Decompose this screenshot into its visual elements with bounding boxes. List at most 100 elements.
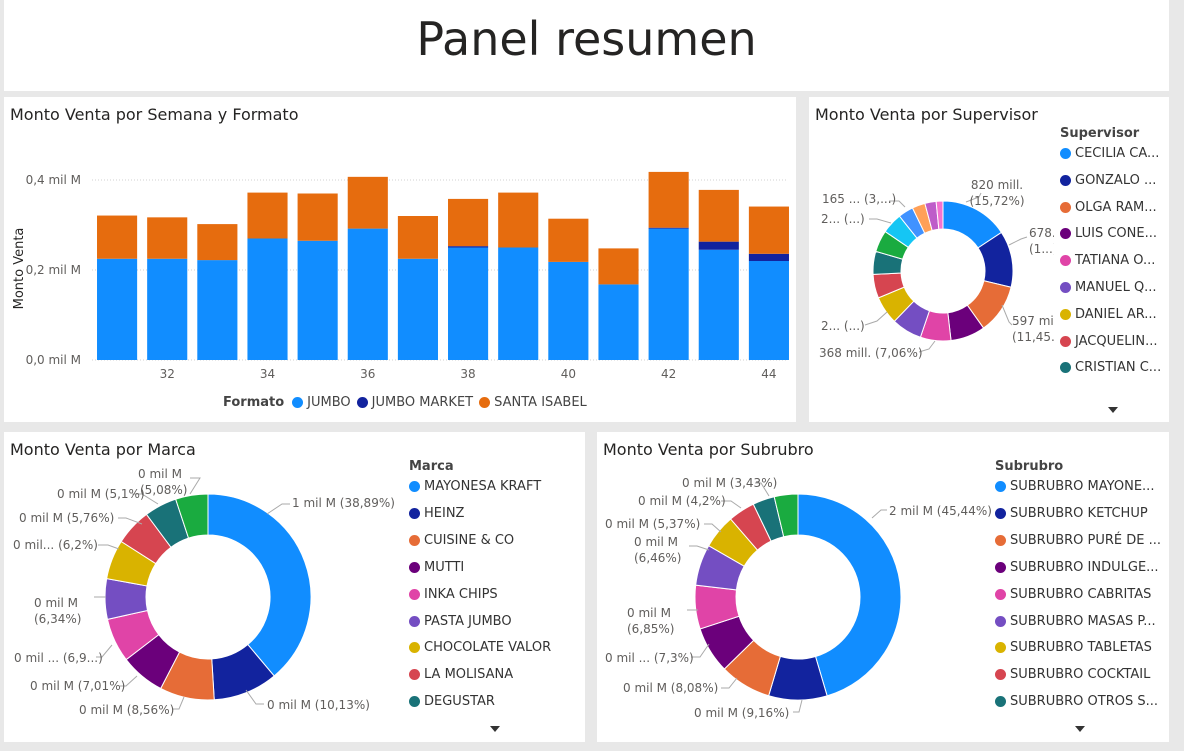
supervisor-legend-item[interactable]: MANUEL Q... — [1060, 280, 1157, 295]
bar-segment[interactable] — [147, 258, 188, 360]
bar-segment[interactable] — [397, 258, 438, 360]
marca-legend-item[interactable]: DEGUSTAR — [409, 694, 495, 709]
marca-slice[interactable] — [175, 493, 209, 539]
subrubro-chart-card[interactable]: Monto Venta por Subrubro 2 mil M (45,44%… — [597, 432, 1169, 742]
subrubro-donut-chart[interactable]: 2 mil M (45,44%) 0 mil M (9,16%) 0 mil M (… — [597, 432, 992, 742]
bar-segment[interactable] — [197, 224, 238, 261]
marca-legend-item[interactable]: MAYONESA KRAFT — [409, 479, 541, 494]
supervisor-legend-label: JACQUELIN... — [1075, 333, 1158, 349]
bar-chart-card[interactable]: Monto Venta por Semana y Formato 0,0 mil… — [4, 97, 796, 422]
marca-slice[interactable] — [207, 493, 312, 677]
subrubro-slice[interactable] — [773, 493, 799, 538]
supervisor-donut-chart[interactable]: 820 mill. (15,72%) 678... (1...) 597 mill. (1… — [809, 97, 1054, 422]
bar-segment[interactable] — [748, 206, 789, 254]
supervisor-legend-title: Supervisor — [1060, 126, 1140, 141]
supervisor-legend-more-icon[interactable] — [1108, 407, 1118, 413]
marca-legend-item[interactable]: INKA CHIPS — [409, 587, 498, 602]
bar-segment[interactable] — [748, 261, 789, 360]
subrubro-legend-item[interactable]: SUBRUBRO MASAS P... — [995, 614, 1156, 629]
subrubro-legend-item[interactable]: SUBRUBRO INDULGE... — [995, 560, 1159, 575]
legend-dot-icon — [409, 561, 420, 573]
marca-data-label: 1 mil M (38,89%) — [292, 496, 395, 510]
marca-donut-chart[interactable]: 1 mil M (38,89%) 0 mil M (10,13%) 0 mil M … — [4, 432, 404, 742]
subrubro-legend-item[interactable]: SUBRUBRO PURÉ DE ... — [995, 533, 1161, 548]
supervisor-legend-item[interactable]: CECILIA CA... — [1060, 146, 1159, 161]
marca-legend-item[interactable]: PASTA JUMBO — [409, 614, 512, 629]
marca-leader-line — [96, 644, 113, 658]
marca-legend-item[interactable]: LA MOLISANA — [409, 667, 513, 682]
bar-segment[interactable] — [97, 215, 138, 259]
bar-segment[interactable] — [598, 284, 639, 360]
supervisor-legend-item[interactable]: OLGA RAM... — [1060, 200, 1157, 215]
legend-dot-icon — [995, 561, 1006, 573]
supervisor-slice[interactable] — [935, 200, 944, 230]
marca-leader-line — [245, 689, 264, 705]
marca-legend-item[interactable]: CUISINE & CO — [409, 533, 514, 548]
bar-segment[interactable] — [448, 246, 489, 248]
bar-segment[interactable] — [297, 193, 338, 241]
subrubro-legend-item[interactable]: SUBRUBRO OTROS S... — [995, 694, 1158, 709]
bar-segment[interactable] — [147, 217, 188, 259]
bar-segment[interactable] — [598, 248, 639, 285]
bar-segment[interactable] — [498, 247, 539, 361]
marca-legend-item[interactable]: HEINZ — [409, 506, 464, 521]
bar-segment[interactable] — [748, 253, 789, 261]
marca-chart-card[interactable]: Monto Venta por Marca 1 mil M (38,89%) 0 … — [4, 432, 585, 742]
subrubro-legend-item[interactable]: SUBRUBRO MAYONE... — [995, 479, 1154, 494]
supervisor-leader-line — [965, 192, 982, 203]
subrubro-legend-more-icon[interactable] — [1075, 726, 1085, 732]
bar-segment[interactable] — [648, 228, 689, 360]
bar-chart[interactable]: 0,0 mil M 0,2 mil M 0,4 mil M Monto Venta 32… — [4, 97, 796, 422]
supervisor-legend-item[interactable]: DANIEL AR... — [1060, 307, 1157, 322]
supervisor-legend-item[interactable]: TATIANA O... — [1060, 253, 1155, 268]
bar-segment[interactable] — [498, 192, 539, 248]
subrubro-legend-label: SUBRUBRO COCKTAIL — [1010, 667, 1151, 683]
header-card: Panel resumen — [4, 0, 1169, 91]
bar-segment[interactable] — [648, 171, 689, 228]
bar-segment[interactable] — [548, 261, 589, 360]
subrubro-legend-item[interactable]: SUBRUBRO TABLETAS — [995, 640, 1152, 655]
bar-segment[interactable] — [648, 227, 689, 229]
marca-data-label: 0 mil M (10,13%) — [267, 698, 370, 712]
subrubro-legend-label: SUBRUBRO CABRITAS — [1010, 586, 1152, 602]
bar-segment[interactable] — [548, 218, 589, 262]
supervisor-legend-item[interactable]: JACQUELIN... — [1060, 334, 1158, 349]
supervisor-data-label: 678... — [1029, 226, 1054, 240]
bar-segment[interactable] — [698, 241, 739, 250]
marca-legend-item[interactable]: MUTTI — [409, 560, 464, 575]
bar-segment[interactable] — [97, 258, 138, 360]
bar-segment[interactable] — [347, 228, 388, 360]
bar-segment[interactable] — [698, 189, 739, 242]
bar-segment[interactable] — [448, 198, 489, 247]
bar-segment[interactable] — [347, 176, 388, 229]
supervisor-legend-item[interactable]: GONZALO ... — [1060, 173, 1156, 188]
marca-legend-more-icon[interactable] — [490, 726, 500, 732]
marca-legend-label: MAYONESA KRAFT — [424, 479, 542, 494]
bar-segment[interactable] — [247, 192, 288, 239]
subrubro-legend-item[interactable]: SUBRUBRO CABRITAS — [995, 587, 1151, 602]
legend-dot-icon — [995, 507, 1006, 519]
legend-dot-icon — [1060, 362, 1071, 374]
supervisor-legend-item[interactable]: CRISTIAN C... — [1060, 360, 1161, 375]
bar-segment[interactable] — [448, 247, 489, 361]
subrubro-legend-item[interactable]: SUBRUBRO COCKTAIL — [995, 667, 1150, 682]
supervisor-legend-item[interactable]: LUIS CONE... — [1060, 226, 1157, 241]
bar-segment[interactable] — [197, 260, 238, 360]
bar-segment[interactable] — [247, 238, 288, 361]
supervisor-leader-line — [869, 218, 892, 224]
supervisor-data-label: (1...) — [1029, 242, 1054, 256]
bar-legend-item[interactable]: JUMBO MARKET — [356, 395, 473, 410]
bar-segment[interactable] — [397, 216, 438, 259]
subrubro-legend-item[interactable]: SUBRUBRO KETCHUP — [995, 506, 1148, 521]
marca-data-label: 0 mil ... (6,9...) — [14, 651, 103, 665]
supervisor-legend-label: OLGA RAM... — [1075, 199, 1157, 215]
bar-segment[interactable] — [297, 240, 338, 360]
subrubro-slice[interactable] — [797, 493, 902, 697]
bar-legend-item[interactable]: JUMBO — [292, 395, 351, 410]
legend-dot-icon — [409, 615, 420, 627]
bar-legend-item[interactable]: SANTA ISABEL — [479, 395, 587, 410]
supervisor-chart-card[interactable]: Monto Venta por Supervisor 820 mill. (15,… — [809, 97, 1169, 422]
legend-dot-icon — [356, 397, 368, 408]
marca-legend-item[interactable]: CHOCOLATE VALOR — [409, 640, 551, 655]
bar-segment[interactable] — [698, 249, 739, 360]
